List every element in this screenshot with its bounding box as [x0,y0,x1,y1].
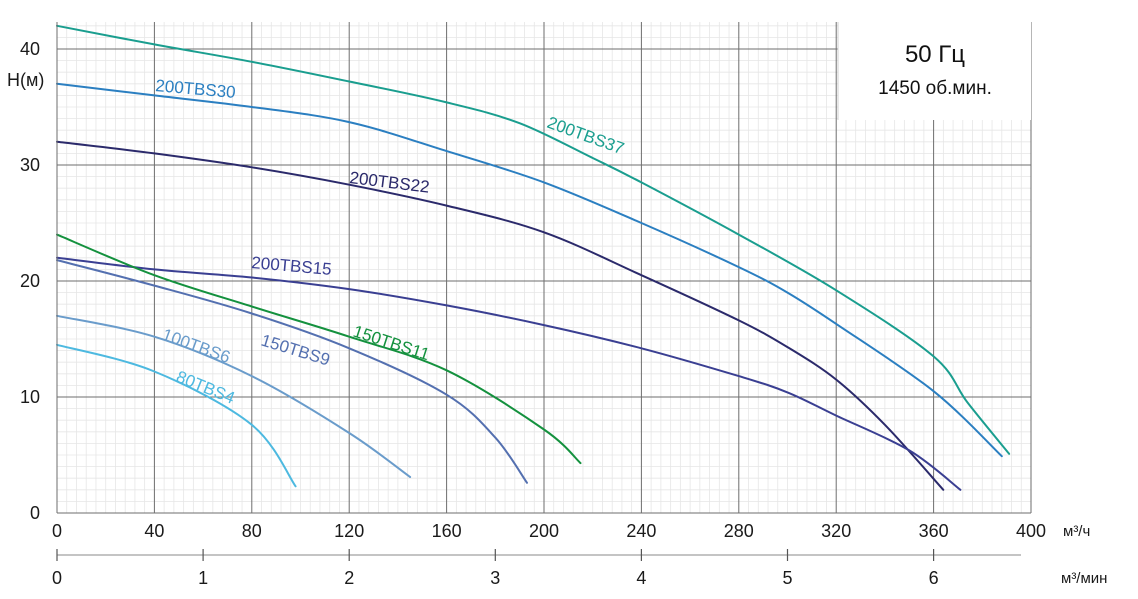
curve-150tbs11 [56,233,582,465]
x-tick-label: 80 [242,521,262,541]
x-tick-label: 400 [1016,521,1046,541]
x-tick-label: 320 [821,521,851,541]
x-tick-label: 40 [144,521,164,541]
x-tick-label: 360 [919,521,949,541]
x2-tick-label: 6 [929,568,939,588]
info-box [838,22,1031,120]
x2-tick-label: 2 [344,568,354,588]
curve-200tbs37 [56,24,1011,455]
curve-label-200tbs37: 200TBS37 [545,113,627,158]
x-tick-label: 120 [334,521,364,541]
pump-curves [56,24,1011,491]
x2-tick-label: 3 [490,568,500,588]
y-tick-label: 20 [20,271,40,291]
x-tick-label: 280 [724,521,754,541]
x-axis-unit: м³/ч [1063,523,1090,540]
curve-100tbs6 [56,314,412,478]
y-tick-label: 40 [20,39,40,59]
curve-label-150tbs11: 150TBS11 [351,322,432,365]
y-tick-label: 0 [30,503,40,523]
curve-label-80tbs4: 80TBS4 [174,367,238,408]
speed-label: 1450 об.мин. [878,78,992,99]
y-axis-ticks: 0 10 20 30 40 [20,39,40,523]
x-tick-label: 160 [432,521,462,541]
x2-tick-label: 5 [782,568,792,588]
x2-tick-label: 1 [198,568,208,588]
x-axis-ticks: 0 40 80 120 160 200 240 280 320 360 400 [52,521,1046,541]
x2-tick-label: 0 [52,568,62,588]
x-tick-label: 240 [626,521,656,541]
x2-axis-unit: м³/мин [1061,570,1107,587]
frequency-label: 50 Гц [905,41,965,68]
y-tick-label: 30 [20,155,40,175]
curve-label-100tbs6: 100TBS6 [160,325,233,367]
x2-axis-ticks: 0 1 2 3 4 5 6 [52,549,1021,588]
y-axis-label: H(м) [7,70,44,90]
curve-200tbs30 [56,82,1003,458]
x2-tick-label: 4 [636,568,646,588]
x-tick-label: 200 [529,521,559,541]
curve-200tbs22 [56,140,945,491]
y-tick-label: 10 [20,387,40,407]
curve-labels: 200TBS37200TBS30200TBS22200TBS15150TBS11… [155,76,627,408]
curve-200tbs15 [56,256,962,491]
axes [56,22,1031,514]
curve-150tbs9 [56,259,528,484]
curve-80tbs4 [56,343,297,488]
x-tick-label: 0 [52,521,62,541]
curve-label-200tbs30: 200TBS30 [155,76,237,102]
